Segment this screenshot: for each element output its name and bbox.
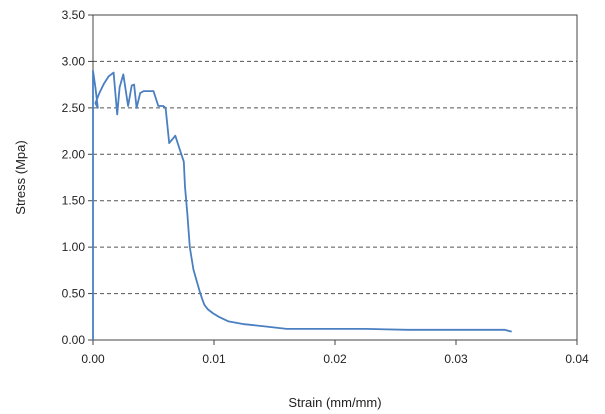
y-axis-title: Stress (Mpa) <box>13 140 28 214</box>
y-tick-label: 3.50 <box>62 8 86 22</box>
y-axis-ticks: 0.00 0.50 1.00 1.50 2.00 2.50 3.00 3.50 <box>62 8 93 347</box>
x-axis-title: Strain (mm/mm) <box>288 395 381 410</box>
x-tick-label: 0.02 <box>323 352 347 366</box>
y-tick-label: 1.00 <box>62 240 86 254</box>
x-tick-label: 0.03 <box>444 352 468 366</box>
gridlines <box>93 60 577 295</box>
y-tick-label: 2.00 <box>62 147 86 161</box>
y-tick-label: 0.50 <box>62 287 86 301</box>
series-line <box>92 69 512 340</box>
x-axis-ticks: 0.00 0.01 0.02 0.03 0.04 <box>81 340 589 366</box>
x-tick-label: 0.00 <box>81 352 105 366</box>
x-tick-label: 0.01 <box>202 352 226 366</box>
y-tick-label: 1.50 <box>62 194 86 208</box>
y-tick-label: 2.50 <box>62 101 86 115</box>
plot-area-frame <box>92 14 578 341</box>
y-tick-label: 0.00 <box>62 333 86 347</box>
y-tick-label: 3.00 <box>62 54 86 68</box>
x-tick-label: 0.04 <box>565 352 589 366</box>
